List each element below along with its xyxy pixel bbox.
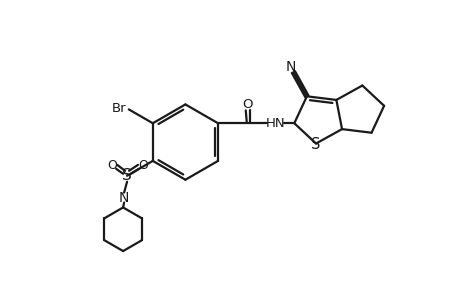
Text: O: O [242, 98, 252, 111]
Text: O: O [138, 159, 147, 172]
Text: O: O [107, 159, 117, 172]
Text: N: N [285, 60, 295, 74]
Text: HN: HN [265, 117, 285, 130]
Text: N: N [119, 190, 129, 205]
Text: S: S [311, 137, 320, 152]
Text: S: S [122, 168, 132, 183]
Text: Br: Br [112, 102, 127, 115]
